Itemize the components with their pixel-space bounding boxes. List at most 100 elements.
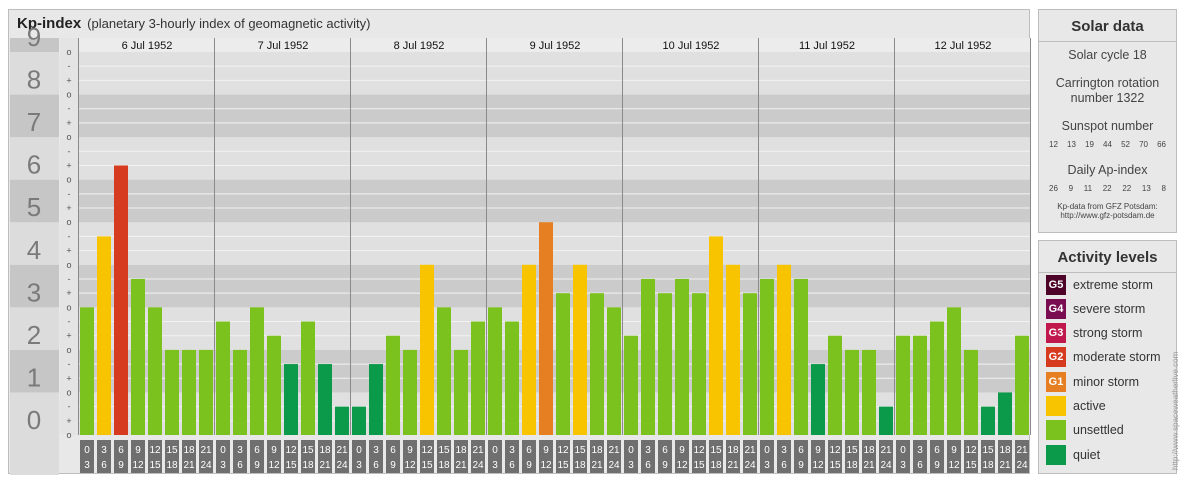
hour-box [879, 440, 893, 473]
hour-label: 0 [84, 445, 90, 456]
hour-label: 3 [509, 445, 515, 456]
kp-band [79, 52, 1031, 95]
minor-tick-label: - [68, 317, 71, 327]
minor-tick-label: o [66, 132, 71, 142]
hour-label: 12 [812, 460, 824, 471]
level-label: strong storm [1073, 326, 1143, 340]
hour-box [335, 440, 349, 473]
hour-box [777, 440, 791, 473]
activity-levels-panel: Activity levels G5 extreme storm G4 seve… [1038, 240, 1177, 474]
kp-bar [454, 349, 468, 435]
kp-index-panel: Kp-index (planetary 3-hourly index of geo… [8, 9, 1031, 475]
ap-value: 22 [1122, 184, 1132, 193]
hour-label: 9 [798, 460, 804, 471]
minor-tick-label: + [66, 203, 71, 213]
source-link[interactable]: http://www.gfz-potsdam.de [1060, 211, 1155, 220]
kp-bar [522, 264, 536, 435]
hour-label: 18 [863, 445, 875, 456]
hour-label: 6 [118, 445, 124, 456]
day-label: 7 Jul 1952 [258, 40, 309, 52]
kp-bar [709, 236, 723, 435]
kp-bar [233, 349, 247, 435]
hour-box [573, 440, 587, 473]
hour-label: 24 [200, 460, 212, 471]
hour-box [80, 440, 94, 473]
hour-label: 9 [662, 460, 668, 471]
kp-bar [386, 335, 400, 435]
hour-box [590, 440, 604, 473]
hour-label: 15 [438, 445, 450, 456]
hour-label: 3 [645, 445, 651, 456]
hour-label: 0 [492, 445, 498, 456]
hour-label: 21 [880, 445, 892, 456]
hour-label: 24 [608, 460, 620, 471]
hour-label: 6 [237, 460, 243, 471]
hour-label: 12 [557, 445, 569, 456]
kp-bar [301, 321, 315, 435]
hour-label: 9 [679, 445, 685, 456]
minor-tick-label: + [66, 331, 71, 341]
minor-tick-label: + [66, 75, 71, 85]
kp-bar [80, 307, 94, 435]
hour-box [148, 440, 162, 473]
hour-box [930, 440, 944, 473]
ap-value: 8 [1161, 184, 1166, 193]
hour-label: 6 [373, 460, 379, 471]
kp-bar [811, 364, 825, 435]
hour-box [624, 440, 638, 473]
hour-box [250, 440, 264, 473]
hour-label: 3 [84, 460, 90, 471]
hour-label: 6 [798, 445, 804, 456]
level-g2: G2 moderate storm [1046, 347, 1161, 367]
y-tick-label: 1 [27, 362, 41, 392]
ap-value: 22 [1102, 184, 1112, 193]
sunspot-title: Sunspot number [1061, 119, 1154, 133]
hour-box [760, 440, 774, 473]
day-label: 8 Jul 1952 [394, 40, 445, 52]
hour-label: 6 [254, 445, 260, 456]
kp-bar [607, 307, 621, 435]
hour-box [811, 440, 825, 473]
y-axis-band [10, 264, 59, 308]
hour-label: 0 [900, 445, 906, 456]
solar-data-panel: Solar data Solar cycle 18 Carrington rot… [1038, 9, 1177, 233]
hour-label: 18 [319, 445, 331, 456]
y-tick-label: 8 [27, 65, 41, 95]
kp-bar [930, 321, 944, 435]
hour-label: 18 [982, 460, 994, 471]
hour-box [369, 440, 383, 473]
hour-label: 12 [693, 445, 705, 456]
hour-label: 21 [455, 460, 467, 471]
kp-bar [420, 264, 434, 435]
day-header-strip [79, 38, 1031, 52]
kp-bar [896, 335, 910, 435]
level-swatch [1046, 396, 1066, 416]
hour-label: 6 [917, 460, 923, 471]
hour-label: 21 [999, 460, 1011, 471]
sunspot-value: 52 [1121, 140, 1130, 149]
minor-tick-label: o [66, 430, 71, 440]
level-label: severe storm [1073, 302, 1146, 316]
y-axis-band [10, 179, 59, 223]
y-axis-band [10, 392, 59, 435]
hour-label: 12 [404, 460, 416, 471]
minor-tick-label: + [66, 246, 71, 256]
hour-box [352, 440, 366, 473]
hour-label: 15 [557, 460, 569, 471]
hour-label: 3 [101, 445, 107, 456]
kp-bar [267, 335, 281, 435]
hour-box [998, 440, 1012, 473]
level-swatch: G4 [1046, 299, 1066, 319]
hour-box [488, 440, 502, 473]
hour-label: 18 [166, 460, 178, 471]
y-tick-label: 0 [27, 405, 41, 435]
ap-value: 13 [1141, 184, 1151, 193]
hour-label: 21 [1016, 445, 1028, 456]
hour-label: 3 [781, 445, 787, 456]
chart-title-text: Kp-index [17, 15, 82, 32]
hour-label: 24 [336, 460, 348, 471]
hour-box [97, 440, 111, 473]
hour-label: 21 [608, 445, 620, 456]
hour-label: 15 [965, 460, 977, 471]
